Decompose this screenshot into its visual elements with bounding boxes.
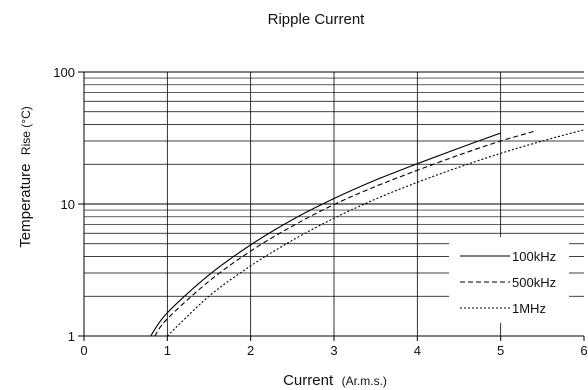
legend-label-500khz: 500kHz (512, 275, 556, 290)
x-tick-label: 6 (580, 343, 587, 358)
x-tick-label: 2 (247, 343, 254, 358)
x-tick-label: 1 (164, 343, 171, 358)
x-tick-label: 4 (414, 343, 421, 358)
x-tick-label: 3 (330, 343, 337, 358)
x-axis-label: Current (Ar.m.s.) (283, 372, 387, 389)
legend-box (449, 237, 569, 323)
x-tick-label: 5 (497, 343, 504, 358)
legend-label-100khz: 100kHz (512, 249, 556, 264)
y-axis-label: Temperature Rise (°C) (17, 106, 34, 247)
y-tick-label: 100 (53, 65, 75, 80)
x-axis-label-main: Current (283, 372, 334, 389)
legend: 100kHz 500kHz 1MHz (449, 237, 569, 323)
x-tick-label: 0 (80, 343, 87, 358)
x-tick-labels: 0 1 2 3 4 5 6 (80, 336, 588, 358)
x-axis-label-unit: (Ar.m.s.) (342, 374, 387, 388)
y-tick-label: 10 (61, 197, 75, 212)
y-axis-label-main: Temperature (17, 164, 34, 248)
series-line-1mhz (166, 129, 585, 337)
legend-label-1mhz: 1MHz (512, 301, 546, 316)
y-axis-label-unit: Rise (°C) (19, 106, 33, 155)
series-line-500khz (154, 130, 535, 337)
chart-title: Ripple Current (268, 11, 366, 28)
y-tick-labels: 1 10 100 (53, 65, 84, 344)
series-line-100khz (150, 132, 501, 337)
y-tick-label: 1 (68, 329, 75, 344)
series-lines (150, 129, 585, 337)
